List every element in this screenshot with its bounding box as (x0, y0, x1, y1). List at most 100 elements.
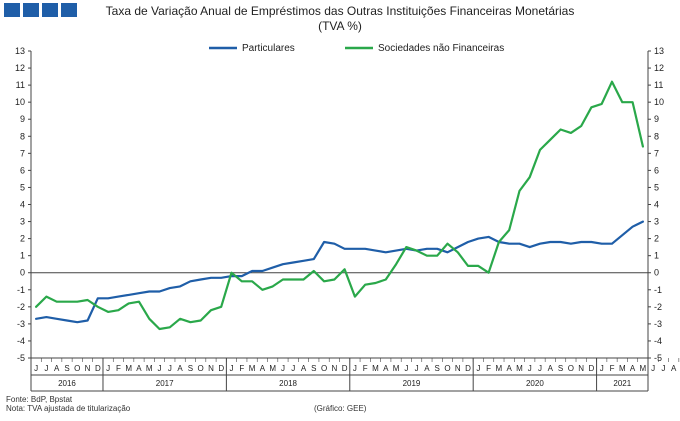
y-tick-label-left: 5 (20, 182, 25, 192)
x-month-label: D (95, 364, 101, 373)
x-month-label: J (34, 364, 38, 373)
y-tick-label-left: -3 (17, 319, 25, 329)
footer-credit: (Gráfico: GEE) (314, 404, 367, 413)
y-tick-label-left: 0 (20, 268, 25, 278)
x-month-label: F (239, 364, 244, 373)
x-month-label: A (260, 364, 266, 373)
y-tick-label-left: 10 (15, 97, 25, 107)
y-tick-label-left: 7 (20, 148, 25, 158)
x-month-label: N (455, 364, 461, 373)
x-month-label: J (291, 364, 295, 373)
x-month-label: J (44, 364, 48, 373)
y-tick-label-left: 12 (15, 63, 25, 73)
logo-block (42, 3, 58, 17)
x-month-label: D (589, 364, 595, 373)
x-year-label: 2020 (526, 379, 544, 388)
x-month-label: J (281, 364, 285, 373)
x-year-label: 2017 (156, 379, 174, 388)
y-tick-label-left: 4 (20, 200, 25, 210)
x-month-label: N (331, 364, 337, 373)
logo-block (23, 3, 39, 17)
y-tick-label-left: 2 (20, 234, 25, 244)
x-month-label: O (444, 364, 450, 373)
x-month-label: J (600, 364, 604, 373)
y-tick-label-right: 8 (654, 131, 659, 141)
x-month-label: N (208, 364, 214, 373)
x-month-label: F (610, 364, 615, 373)
logo (4, 3, 77, 17)
x-month-label: J (158, 364, 162, 373)
x-month-label: S (64, 364, 69, 373)
x-month-label: M (496, 364, 503, 373)
x-month-label: A (383, 364, 389, 373)
x-month-label: J (651, 364, 655, 373)
y-tick-label-right: 13 (654, 46, 664, 56)
x-month-label: F (116, 364, 121, 373)
x-month-label: J (404, 364, 408, 373)
x-year-label: 2021 (613, 379, 631, 388)
chart-subtitle: (TVA %) (318, 19, 362, 33)
y-tick-label-right: -2 (654, 302, 662, 312)
y-tick-label-right: -1 (654, 285, 662, 295)
series-line (34, 220, 645, 324)
x-month-label: A (507, 364, 513, 373)
x-month-label: A (630, 364, 636, 373)
legend-label: Sociedades não Financeiras (378, 43, 504, 54)
x-month-label: D (342, 364, 348, 373)
x-month-label: M (269, 364, 276, 373)
y-tick-label-right: 7 (654, 148, 659, 158)
y-tick-label-right: 12 (654, 63, 664, 73)
x-month-label: O (198, 364, 204, 373)
x-month-label: M (619, 364, 626, 373)
x-month-label: A (177, 364, 183, 373)
x-month-label: S (311, 364, 316, 373)
x-month-label: A (301, 364, 307, 373)
x-month-label: F (363, 364, 368, 373)
x-month-label: M (516, 364, 523, 373)
x-year-label: 2016 (58, 379, 76, 388)
x-month-label: A (424, 364, 430, 373)
x-month-label: S (435, 364, 440, 373)
footer-note: Nota: TVA ajustada de titularização (6, 404, 131, 413)
x-year-label: 2018 (279, 379, 297, 388)
y-tick-label-right: -4 (654, 336, 662, 346)
logo-block (61, 3, 77, 17)
x-month-label: O (74, 364, 80, 373)
x-month-label: J (168, 364, 172, 373)
y-tick-label-left: 6 (20, 165, 25, 175)
y-tick-label-right: 6 (654, 165, 659, 175)
y-tick-label-left: 3 (20, 217, 25, 227)
x-month-label: J (353, 364, 357, 373)
x-month-label: O (568, 364, 574, 373)
footer-source: Fonte: BdP, Bpstat (6, 395, 73, 404)
x-month-label: J (476, 364, 480, 373)
y-tick-label-right: 3 (654, 217, 659, 227)
x-month-label: M (393, 364, 400, 373)
y-tick-label-right: -3 (654, 319, 662, 329)
x-month-label: D (218, 364, 224, 373)
y-tick-label-right: 2 (654, 234, 659, 244)
chart-title-block: Taxa de Variação Anual de Empréstimos da… (0, 4, 680, 34)
y-tick-label-left: 13 (15, 46, 25, 56)
chart-title: Taxa de Variação Anual de Empréstimos da… (105, 4, 575, 18)
x-month-label: J (106, 364, 110, 373)
x-month-label: A (548, 364, 554, 373)
y-tick-label-right: 9 (654, 114, 659, 124)
x-month-label: D (465, 364, 471, 373)
series-line (34, 80, 645, 331)
x-month-label: S (188, 364, 193, 373)
y-tick-label-right: 0 (654, 268, 659, 278)
x-month-label: O (321, 364, 327, 373)
logo-block (4, 3, 20, 17)
y-tick-label-left: -4 (17, 336, 25, 346)
x-month-label: M (640, 364, 647, 373)
x-month-label: J (415, 364, 419, 373)
legend-label: Particulares (242, 43, 295, 54)
y-tick-label-left: -5 (17, 353, 25, 363)
x-month-label: F (486, 364, 491, 373)
y-tick-label-left: 8 (20, 131, 25, 141)
y-tick-label-left: 1 (20, 251, 25, 261)
x-month-label: M (249, 364, 256, 373)
x-month-label: N (85, 364, 91, 373)
